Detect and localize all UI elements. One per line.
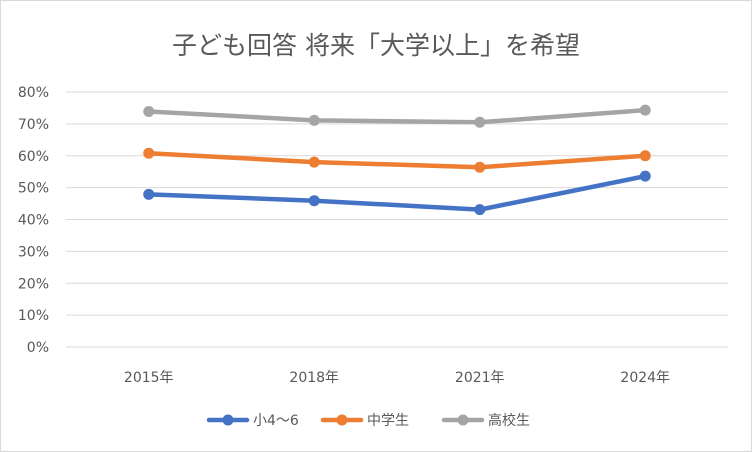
y-tick-label: 40% (18, 213, 49, 229)
data-point (308, 156, 320, 168)
data-point (143, 105, 155, 117)
data-point (474, 161, 486, 173)
y-tick-label: 0% (27, 340, 49, 356)
y-tick-label: 80% (18, 85, 49, 101)
data-point (143, 147, 155, 159)
series-line (146, 173, 648, 212)
y-tick-label: 20% (18, 276, 49, 292)
y-tick-label: 10% (18, 308, 49, 324)
legend-marker-icon (457, 414, 469, 426)
x-tick-label: 2021年 (455, 370, 505, 386)
data-point (639, 150, 651, 162)
legend-label: 中学生 (367, 413, 409, 429)
series-2 (143, 147, 651, 173)
legend-label: 小4～6 (253, 413, 299, 429)
data-point (143, 188, 155, 200)
data-point (639, 104, 651, 116)
data-point (308, 195, 320, 207)
series-3 (143, 104, 651, 128)
data-point (474, 204, 486, 216)
data-point (308, 114, 320, 126)
legend-marker-icon (222, 414, 234, 426)
y-tick-label: 60% (18, 149, 49, 165)
chart-title: 子ども回答 将来「大学以上」を希望 (172, 31, 580, 60)
legend-label: 高校生 (488, 412, 530, 429)
x-tick-label: 2018年 (289, 370, 339, 386)
x-tick-label: 2015年 (124, 370, 174, 386)
series-1 (143, 170, 651, 216)
series-line (146, 107, 648, 125)
legend-marker-icon (336, 414, 348, 426)
y-tick-label: 50% (18, 181, 49, 197)
y-tick-label: 30% (18, 244, 49, 260)
data-point (639, 170, 651, 182)
series-line (146, 150, 648, 170)
data-point (474, 116, 486, 128)
legend-item[interactable]: 小4～6 (206, 413, 299, 429)
x-tick-label: 2024年 (620, 370, 670, 386)
legend-item[interactable]: 中学生 (320, 413, 409, 429)
y-tick-label: 70% (18, 117, 49, 133)
legend-item[interactable]: 高校生 (441, 412, 530, 429)
